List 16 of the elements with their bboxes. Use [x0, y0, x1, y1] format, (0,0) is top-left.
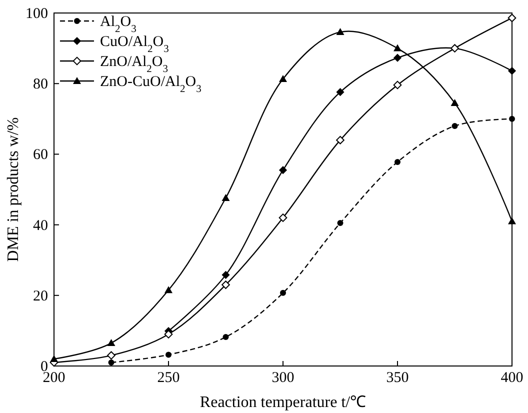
x-axis-title: Reaction temperature t/℃ [200, 394, 366, 411]
legend-label: ZnO-CuO/Al$_{2}$O$_{3}$ [100, 74, 202, 94]
y-axis-title: DME in products w/% [5, 117, 22, 262]
legend-label: Al$_{2}$O$_{3}$ [100, 14, 136, 34]
y-tick-label: 80 [33, 76, 48, 93]
x-tick-label: 400 [500, 370, 524, 386]
x-tick-label: 350 [386, 370, 409, 386]
x-tick-label: 200 [42, 370, 66, 386]
y-tick-label: 100 [26, 6, 48, 22]
legend-label: CuO/Al$_{2}$O$_{3}$ [100, 34, 169, 54]
x-tick-label: 250 [157, 370, 180, 386]
x-tick-label: 300 [272, 370, 294, 386]
legend-label: ZnO/Al$_{2}$O$_{3}$ [100, 54, 168, 74]
y-tick-label: 40 [33, 218, 48, 234]
y-tick-label: 20 [33, 288, 48, 304]
y-tick-label: 60 [33, 147, 48, 164]
